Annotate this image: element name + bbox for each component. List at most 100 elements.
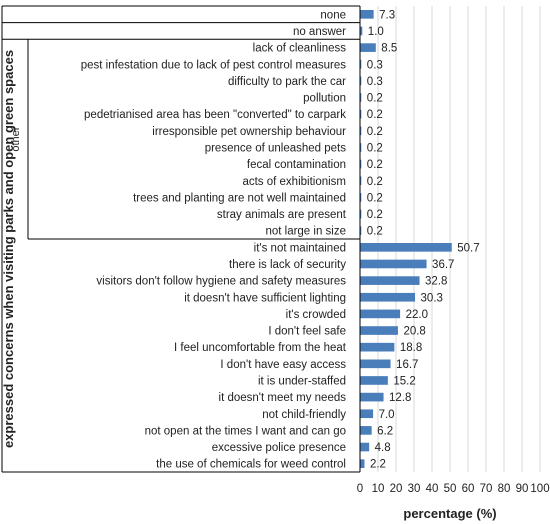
category-label: excessive police presence: [212, 442, 346, 454]
value-label: 0.2: [367, 159, 383, 171]
category-label: fecal contamination: [247, 159, 346, 171]
group-dividers: [1, 5, 361, 473]
bar: [360, 126, 362, 136]
value-label: 32.8: [425, 276, 447, 288]
value-label: 0.2: [367, 209, 383, 221]
bar: [360, 93, 362, 102]
bar: [360, 143, 362, 152]
value-label: 6.2: [377, 425, 393, 437]
value-label: 0.3: [367, 59, 383, 71]
x-tick-label: 30: [408, 483, 421, 495]
value-label: 0.2: [367, 142, 383, 154]
category-label: not large in size: [265, 226, 346, 238]
bar: [360, 209, 362, 219]
category-label: pest infestation due to lack of pest con…: [81, 59, 347, 71]
bar: [360, 459, 365, 469]
category-labels: none no answer lack of cleanliness pest inf…: [81, 9, 347, 470]
bar: [360, 392, 384, 402]
x-tick-label: 10: [372, 483, 385, 495]
category-label: no answer: [293, 26, 346, 38]
value-label: 0.2: [367, 109, 383, 121]
category-label: it doesn't have sufficient lighting: [184, 292, 346, 304]
category-label: stray animals are present: [217, 209, 347, 221]
x-tick-label: 100: [530, 483, 549, 495]
category-label: not open at the times I want and can go: [145, 425, 346, 437]
value-label: 4.8: [375, 442, 391, 454]
x-tick-label: 40: [426, 483, 439, 495]
value-label: 0.3: [367, 76, 383, 88]
category-label: pedetrianised area has been "converted" …: [84, 109, 346, 121]
category-label: it doesn't meet my needs: [219, 392, 347, 404]
bar: [360, 259, 427, 269]
bar: [360, 326, 398, 335]
bar: [360, 43, 376, 52]
bar: [360, 276, 420, 285]
category-label: trees and planting are not well maintain…: [133, 192, 346, 204]
bar: [360, 309, 401, 319]
category-label: I feel uncomfortable from the heat: [174, 342, 347, 354]
x-tick-label: 0: [357, 483, 363, 495]
x-tick-label: 70: [480, 483, 493, 495]
value-label: 12.8: [389, 392, 411, 404]
bar: [360, 159, 362, 169]
x-tick-label: 50: [444, 483, 457, 495]
value-label: 0.2: [367, 176, 383, 188]
value-label: 0.2: [367, 226, 383, 238]
category-label: none: [320, 9, 346, 21]
group-label-other: other: [10, 126, 22, 151]
bar: [360, 176, 362, 186]
value-label: 0.2: [367, 126, 383, 138]
bar: [360, 26, 363, 36]
x-tick-label: 80: [498, 483, 511, 495]
category-label: there is lack of security: [229, 259, 346, 271]
value-label: 20.8: [403, 326, 425, 338]
category-label: pollution: [303, 93, 346, 105]
x-axis-label: percentage (%): [403, 506, 496, 521]
gridlines: [359, 6, 541, 472]
bar: [360, 59, 362, 69]
bars: [360, 9, 452, 469]
value-label: 1.0: [368, 26, 384, 38]
bar: [360, 442, 370, 452]
y-axis-label: expressed concerns when visiting parks a…: [1, 50, 16, 448]
category-label: it's crowded: [286, 309, 346, 321]
bar: [360, 76, 362, 86]
bar: [360, 193, 362, 202]
value-label: 18.8: [400, 342, 422, 354]
value-label: 7.3: [379, 9, 395, 21]
bar: [360, 242, 452, 252]
x-tick-label: 90: [516, 483, 529, 495]
category-label: I don't feel safe: [268, 326, 346, 338]
bar: [360, 376, 388, 385]
value-label: 50.7: [457, 242, 479, 254]
bar: [360, 226, 362, 236]
bar: [360, 359, 391, 369]
bar: [360, 426, 372, 435]
x-tick-label: 60: [462, 483, 475, 495]
value-label: 0.2: [367, 192, 383, 204]
value-label: 30.3: [421, 292, 443, 304]
value-labels: 7.3 1.0 8.5 0.3 0.3 0.2 0.2 0.2 0.2 0.2 0.2 0.2 0.2 0…: [367, 9, 480, 470]
category-label: it is under-staffed: [258, 375, 346, 387]
category-label: the use of chemicals for weed control: [156, 459, 346, 471]
category-label: lack of cleanliness: [253, 43, 347, 55]
value-label: 8.5: [381, 43, 397, 55]
bar: [360, 409, 374, 419]
category-label: it's not maintained: [254, 242, 346, 254]
category-label: not child-friendly: [262, 409, 346, 421]
value-label: 36.7: [432, 259, 454, 271]
value-label: 7.0: [379, 409, 395, 421]
x-tick-label: 20: [390, 483, 403, 495]
value-label: 15.2: [393, 375, 415, 387]
x-tick-labels: 0 10 20 30 40 50 60 70 80 90 100: [357, 483, 550, 495]
value-label: 16.7: [396, 359, 418, 371]
category-label: difficulty to park the car: [228, 76, 346, 88]
bar: [360, 342, 395, 352]
bar: [360, 292, 416, 302]
category-label: acts of exhibitionism: [242, 176, 346, 188]
value-label: 2.2: [370, 459, 386, 471]
category-label: visitors don't follow hygiene and safety…: [96, 276, 346, 288]
category-label: irresponsible pet ownership behaviour: [152, 126, 346, 138]
category-label: I don't have easy access: [220, 359, 346, 371]
bar: [360, 109, 362, 119]
